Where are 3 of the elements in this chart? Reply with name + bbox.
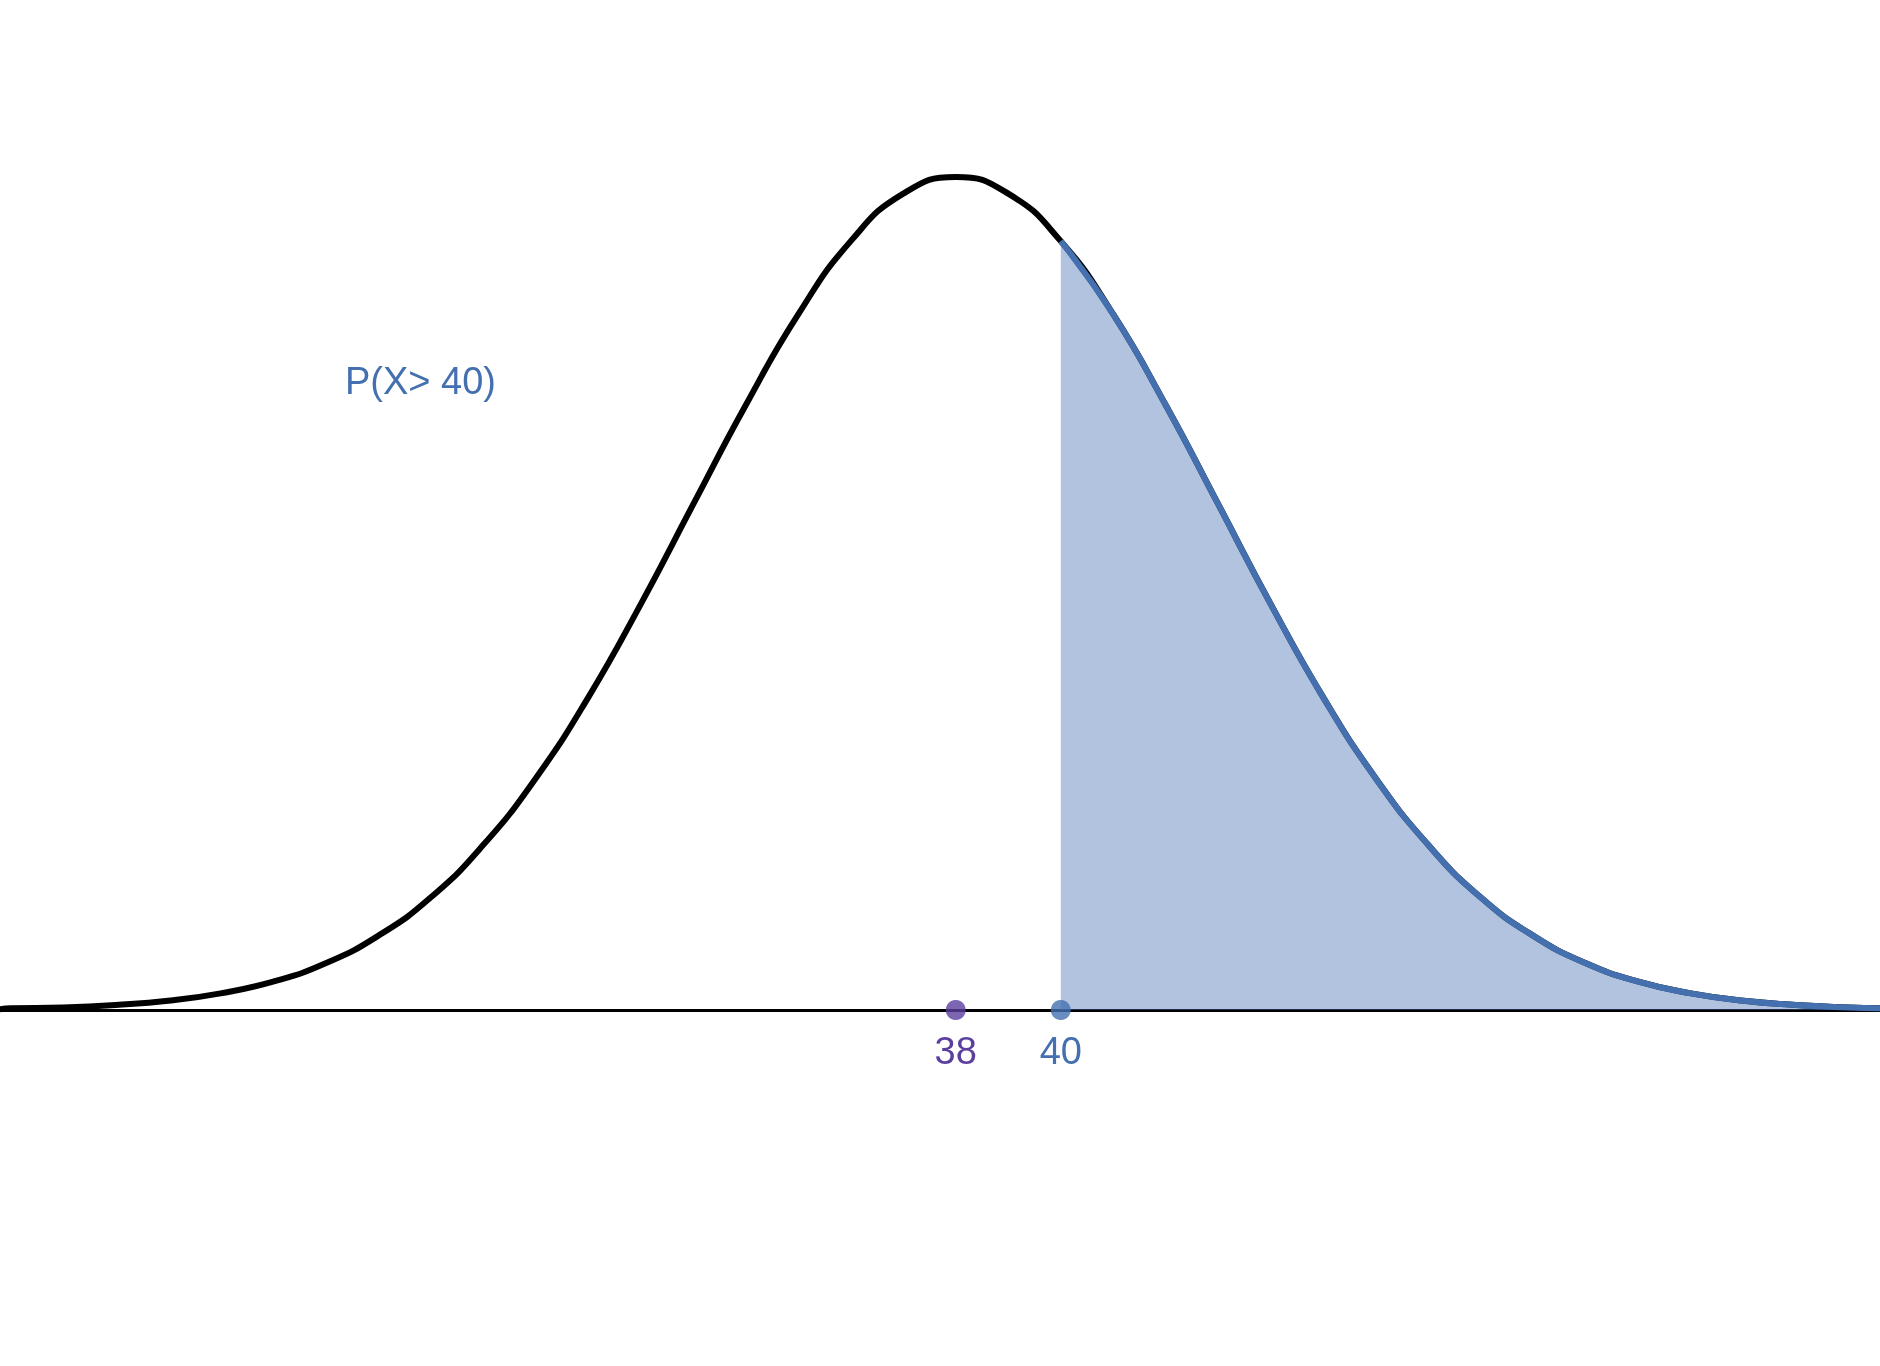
x-tick-label: 40 — [1039, 1030, 1082, 1072]
x-tick-label: 38 — [934, 1030, 977, 1072]
annotation: P(X> 40) — [345, 360, 497, 402]
